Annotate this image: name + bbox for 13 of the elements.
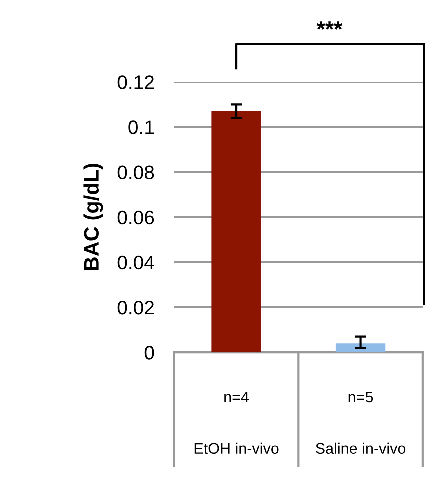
- text: n=4: [224, 392, 250, 403]
- y-tick-label: 0.06: [118, 210, 154, 225]
- text: n=5: [348, 392, 374, 403]
- y-tick-label: 0.02: [118, 300, 154, 315]
- y-tick-label: 0.12: [118, 76, 154, 90]
- x-tick-label: EtOH in-vivo: [194, 442, 279, 454]
- y-tick-label: 0: [144, 346, 154, 360]
- y-tick-label: 0.08: [118, 166, 154, 180]
- y-tick-label: 0.04: [118, 256, 154, 270]
- text: ***: [316, 22, 343, 30]
- x-tick-label: Saline in-vivo: [316, 442, 406, 454]
- y-tick-label: 0.1: [128, 120, 154, 134]
- y-axis-title: BAC (g/dL): [84, 164, 104, 270]
